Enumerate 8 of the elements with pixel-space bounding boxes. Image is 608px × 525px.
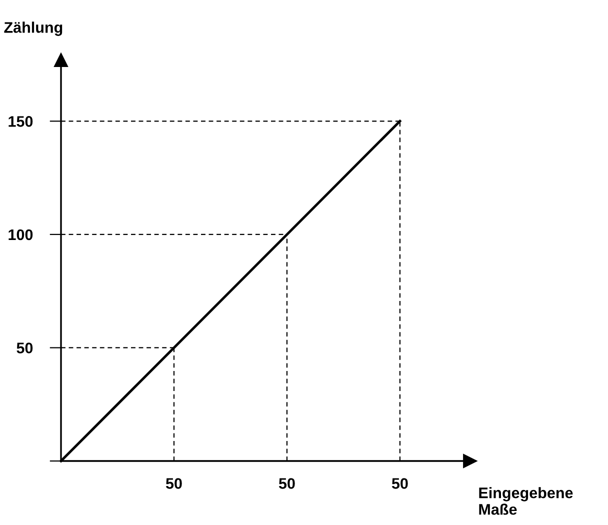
x-tick-label: 50 <box>166 478 182 489</box>
y-tick-label: 150 <box>8 116 33 127</box>
x-tick-label: 50 <box>392 478 408 489</box>
x-tick-label: 50 <box>278 478 295 489</box>
x-axis-title: Eingegebene Maße <box>479 487 573 515</box>
y-axis-title: Zählung <box>4 22 62 36</box>
y-tick-label: 50 <box>16 342 33 354</box>
y-tick-label: 100 <box>8 229 33 240</box>
